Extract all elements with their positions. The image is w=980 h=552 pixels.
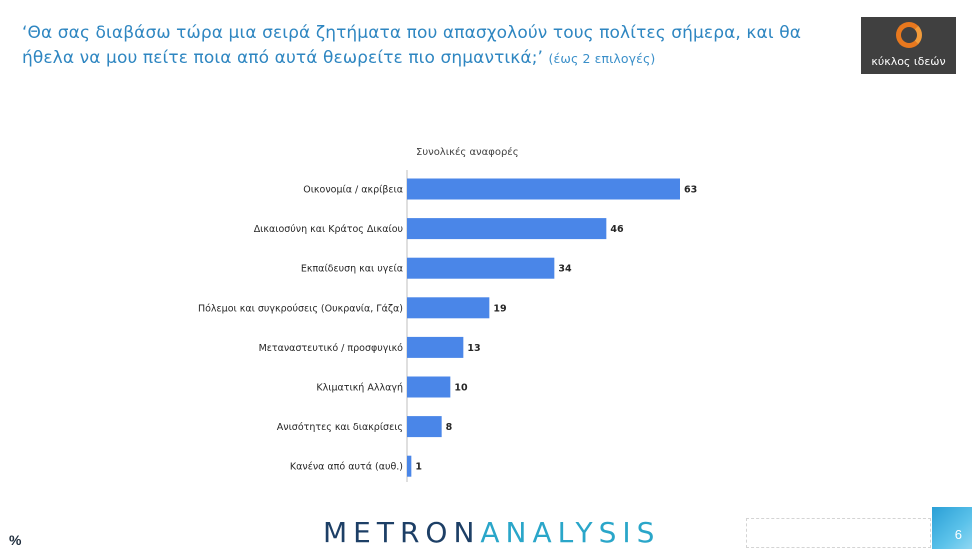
unit-label: %: [9, 532, 22, 548]
value-label: 10: [454, 383, 468, 394]
bar: [407, 257, 555, 279]
category-label: Κλιματική Αλλαγή: [316, 383, 403, 394]
value-label: 63: [684, 185, 697, 196]
brand-part-2: ANALYSIS: [480, 516, 661, 549]
category-label: Κανένα από αυτά (αυθ.): [290, 462, 403, 473]
bar: [407, 218, 607, 240]
category-label: Εκπαίδευση και υγεία: [301, 264, 403, 275]
question-title: ‘Θα σας διαβάσω τώρα μια σειρά ζητήματα …: [22, 21, 842, 71]
value-label: 19: [493, 303, 506, 314]
value-label: 1: [415, 462, 422, 473]
question-note: (έως 2 επιλογές): [548, 51, 656, 66]
category-label: Ανισότητες και διακρίσεις: [277, 422, 403, 433]
bar: [407, 297, 490, 319]
value-label: 13: [467, 343, 480, 354]
chart-title: Συνολικές αναφορές: [416, 147, 519, 158]
bar: [407, 376, 451, 398]
value-label: 34: [558, 264, 572, 275]
page-number: 6: [932, 507, 972, 549]
value-label: 46: [610, 224, 624, 235]
bar: [407, 416, 442, 438]
category-label: Μεταναστευτικό / προσφυγικό: [259, 343, 404, 354]
category-label: Οικονομία / ακρίβεια: [303, 185, 403, 196]
logo-text: κύκλος ιδεών: [871, 55, 946, 68]
category-label: Πόλεμοι και συγκρούσεις (Ουκρανία, Γάζα): [198, 303, 403, 314]
footer-placeholder-box: [746, 518, 931, 548]
kyklos-ideon-logo: κύκλος ιδεών: [861, 17, 956, 74]
question-text: ‘Θα σας διαβάσω τώρα μια σειρά ζητήματα …: [22, 23, 802, 68]
category-label: Δικαιοσύνη και Κράτος Δικαίου: [254, 224, 403, 235]
logo-ring-icon: [896, 22, 922, 48]
brand-part-1: METRON: [323, 516, 481, 549]
metron-analysis-logo: METRONANALYSIS: [323, 516, 660, 549]
value-label: 8: [446, 422, 453, 433]
bar: [407, 455, 412, 477]
bar: [407, 178, 680, 200]
bar: [407, 336, 464, 358]
